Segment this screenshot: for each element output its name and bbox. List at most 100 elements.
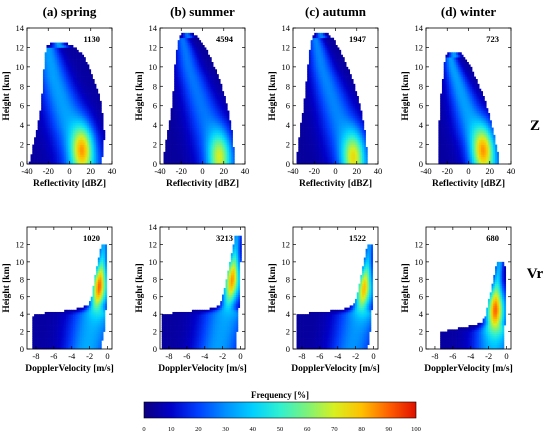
density-cell (300, 139, 303, 143)
y-tick-label: 6 (20, 101, 24, 111)
density-cell (74, 83, 77, 87)
density-cell (76, 149, 79, 153)
density-cell (339, 113, 342, 116)
density-cell (317, 69, 320, 73)
density-cell (298, 149, 301, 153)
density-cell (305, 91, 308, 94)
density-cell (356, 110, 359, 114)
density-cell (87, 139, 90, 143)
density-cell (96, 127, 99, 131)
density-cell (310, 139, 313, 143)
density-cell (207, 161, 210, 165)
density-cell (227, 122, 230, 126)
density-cell (175, 151, 179, 155)
density-cell (218, 122, 221, 126)
density-cell (50, 54, 53, 58)
density-cell (83, 98, 86, 102)
density-cell (305, 144, 308, 148)
density-cell (349, 139, 352, 143)
density-cell (44, 161, 47, 165)
density-cell (316, 49, 319, 53)
density-cell (214, 105, 218, 109)
density-cell (184, 54, 187, 58)
density-cell (81, 103, 85, 107)
density-cell (202, 115, 205, 119)
density-cell (65, 108, 69, 111)
density-cell (358, 110, 361, 114)
density-cell (349, 100, 352, 104)
density-cell (179, 108, 182, 111)
density-cell (177, 52, 180, 56)
density-cell (321, 161, 324, 165)
density-cell (339, 159, 342, 162)
density-cell (317, 32, 320, 36)
density-cell (172, 127, 175, 131)
density-cell (340, 71, 343, 75)
density-cell (324, 64, 327, 68)
density-cell (183, 130, 186, 133)
density-cell (308, 115, 312, 119)
density-cell (55, 59, 58, 63)
density-cell (303, 130, 306, 133)
density-cell (326, 127, 329, 131)
density-cell (353, 93, 356, 97)
density-cell (99, 108, 102, 111)
density-cell (62, 117, 65, 121)
density-cell (48, 139, 51, 143)
density-cell (174, 64, 177, 68)
density-cell (206, 52, 209, 56)
density-cell (331, 49, 335, 53)
density-cell (88, 93, 92, 97)
density-cell (330, 100, 333, 104)
density-cell (339, 62, 342, 65)
density-cell (314, 32, 317, 36)
density-cell (198, 64, 202, 68)
density-cell (333, 49, 336, 53)
density-cell (221, 147, 225, 150)
density-cell (53, 142, 56, 145)
density-cell (331, 110, 335, 114)
density-cell (74, 156, 77, 160)
density-cell (342, 154, 345, 158)
density-cell (308, 59, 312, 63)
density-cell (57, 98, 60, 102)
density-cell (50, 110, 53, 114)
density-cell (197, 37, 200, 41)
density-cell (65, 159, 69, 162)
density-cell (48, 127, 51, 131)
density-cell (60, 81, 63, 85)
density-cell (466, 159, 469, 162)
density-cell (172, 105, 175, 109)
density-cell (328, 159, 331, 162)
density-cell (83, 71, 86, 75)
density-cell (179, 74, 182, 77)
density-cell (324, 98, 327, 102)
density-cell (92, 151, 95, 155)
density-cell (35, 130, 38, 133)
density-cell (333, 64, 336, 68)
density-cell (316, 62, 319, 65)
density-cell (55, 91, 58, 94)
density-cell (88, 100, 92, 104)
density-cell (330, 79, 333, 82)
density-cell (198, 96, 202, 99)
density-cell (321, 81, 324, 85)
density-cell (62, 83, 65, 87)
density-cell (55, 74, 58, 77)
density-cell (181, 117, 184, 121)
density-cell (324, 47, 327, 51)
density-cell (73, 115, 76, 119)
density-cell (44, 113, 47, 116)
density-cell (53, 86, 56, 90)
density-cell (195, 127, 198, 131)
density-cell (459, 159, 462, 162)
density-cell (64, 96, 67, 99)
density-cell (172, 147, 175, 150)
density-cell (312, 76, 315, 80)
density-cell (317, 139, 320, 143)
density-cell (301, 142, 304, 145)
density-cell (326, 32, 329, 36)
density-cell (35, 149, 38, 153)
density-cell (175, 64, 179, 68)
density-cell (470, 151, 473, 155)
